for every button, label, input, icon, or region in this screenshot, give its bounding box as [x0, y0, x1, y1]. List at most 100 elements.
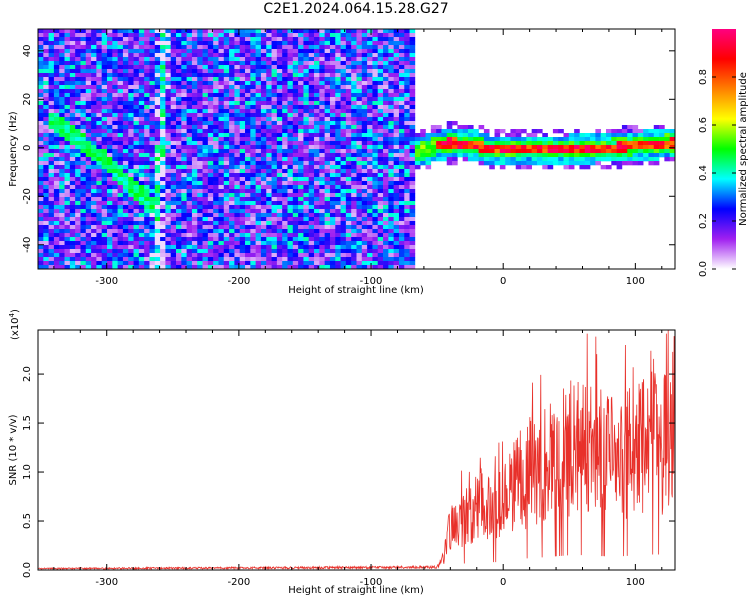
heatmap-cell — [176, 89, 182, 94]
heatmap-cell — [223, 245, 230, 250]
heatmap-cell — [186, 33, 193, 38]
heatmap-cell — [393, 85, 400, 90]
heatmap-cell — [165, 193, 172, 198]
heatmap-cell — [398, 205, 405, 210]
heatmap-cell — [345, 45, 352, 50]
heatmap-cell — [197, 261, 203, 266]
heatmap-cell — [202, 53, 209, 58]
y-tick-label: 20 — [22, 93, 33, 106]
heatmap-cell — [282, 145, 288, 150]
heatmap-cell — [149, 249, 156, 254]
heatmap-cell — [128, 197, 134, 202]
heatmap-cell — [229, 89, 235, 94]
heatmap-cell — [48, 73, 55, 78]
heatmap-cell — [53, 237, 60, 242]
heatmap-cell — [345, 121, 352, 126]
heatmap-cell — [398, 141, 405, 146]
heatmap-cell — [383, 89, 389, 94]
heatmap-cell — [383, 161, 389, 166]
heatmap-cell — [409, 145, 416, 150]
heatmap-cell — [276, 225, 283, 230]
heatmap-cell — [223, 193, 230, 198]
heatmap-cell — [176, 237, 182, 242]
heatmap-cell — [377, 101, 384, 106]
heatmap-cell — [584, 145, 591, 150]
heatmap-cell — [128, 157, 134, 162]
heatmap-cell — [542, 137, 548, 142]
heatmap-cell — [367, 61, 373, 66]
heatmap-cell — [91, 173, 97, 178]
heatmap-cell — [271, 197, 278, 202]
y-tick-label: -20 — [22, 188, 33, 204]
heatmap-cell — [223, 49, 230, 54]
heatmap-cell — [207, 217, 214, 222]
heatmap-cell — [176, 185, 182, 190]
heatmap-cell — [234, 185, 241, 190]
heatmap-cell — [266, 69, 272, 74]
heatmap-cell — [462, 133, 469, 138]
heatmap-cell — [144, 253, 150, 258]
heatmap-cell — [138, 109, 145, 114]
heatmap-cell — [388, 265, 394, 269]
heatmap-cell — [170, 233, 177, 238]
heatmap-cell — [43, 261, 49, 266]
heatmap-cell — [170, 61, 177, 66]
heatmap-cell — [239, 121, 246, 126]
heatmap-cell — [398, 185, 405, 190]
heatmap-cell — [213, 61, 219, 66]
heatmap-cell — [91, 81, 97, 86]
heatmap-cell — [191, 225, 198, 230]
heatmap-cell — [372, 97, 379, 102]
heatmap-cell — [117, 185, 124, 190]
heatmap-cell — [91, 77, 97, 82]
heatmap-cell — [319, 201, 325, 206]
heatmap-cell — [314, 89, 320, 94]
heatmap-cell — [191, 65, 198, 70]
heatmap-cell — [75, 49, 81, 54]
heatmap-cell — [170, 145, 177, 150]
heatmap-cell — [260, 121, 267, 126]
heatmap-cell — [165, 149, 172, 154]
heatmap-cell — [271, 113, 278, 118]
heatmap-cell — [64, 201, 71, 206]
heatmap-cell — [112, 209, 118, 214]
heatmap-cell — [197, 221, 203, 226]
heatmap-cell — [176, 125, 182, 130]
heatmap-cell — [393, 193, 400, 198]
heatmap-cell — [303, 193, 310, 198]
heatmap-cell — [144, 29, 150, 34]
heatmap-cell — [101, 53, 108, 58]
heatmap-cell — [117, 169, 124, 174]
heatmap-cell — [340, 41, 347, 46]
heatmap-cell — [38, 37, 44, 42]
heatmap-cell — [38, 105, 44, 110]
heatmap-cell — [356, 177, 363, 182]
heatmap-cell — [351, 53, 357, 58]
heatmap-cell — [303, 185, 310, 190]
heatmap-cell — [276, 125, 283, 130]
heatmap-cell — [314, 113, 320, 118]
heatmap-cell — [292, 89, 299, 94]
heatmap-cell — [176, 217, 182, 222]
heatmap-cell — [521, 129, 527, 134]
heatmap-cell — [260, 45, 267, 50]
heatmap-cell — [176, 201, 182, 206]
heatmap-cell — [85, 257, 92, 262]
heatmap-cell — [255, 241, 262, 246]
heatmap-cell — [250, 137, 256, 142]
heatmap-cell — [48, 225, 55, 230]
heatmap-cell — [388, 157, 394, 162]
heatmap-cell — [53, 169, 60, 174]
heatmap-cell — [255, 73, 262, 78]
heatmap-cell — [351, 37, 357, 42]
heatmap-cell — [80, 57, 87, 62]
heatmap-cell — [80, 249, 87, 254]
heatmap-cell — [69, 85, 76, 90]
heatmap-cell — [69, 181, 76, 186]
heatmap-cell — [404, 233, 410, 238]
heatmap-cell — [393, 145, 400, 150]
heatmap-cell — [101, 257, 108, 262]
heatmap-cell — [653, 145, 660, 150]
heatmap-cell — [287, 149, 294, 154]
heatmap-cell — [186, 257, 193, 262]
